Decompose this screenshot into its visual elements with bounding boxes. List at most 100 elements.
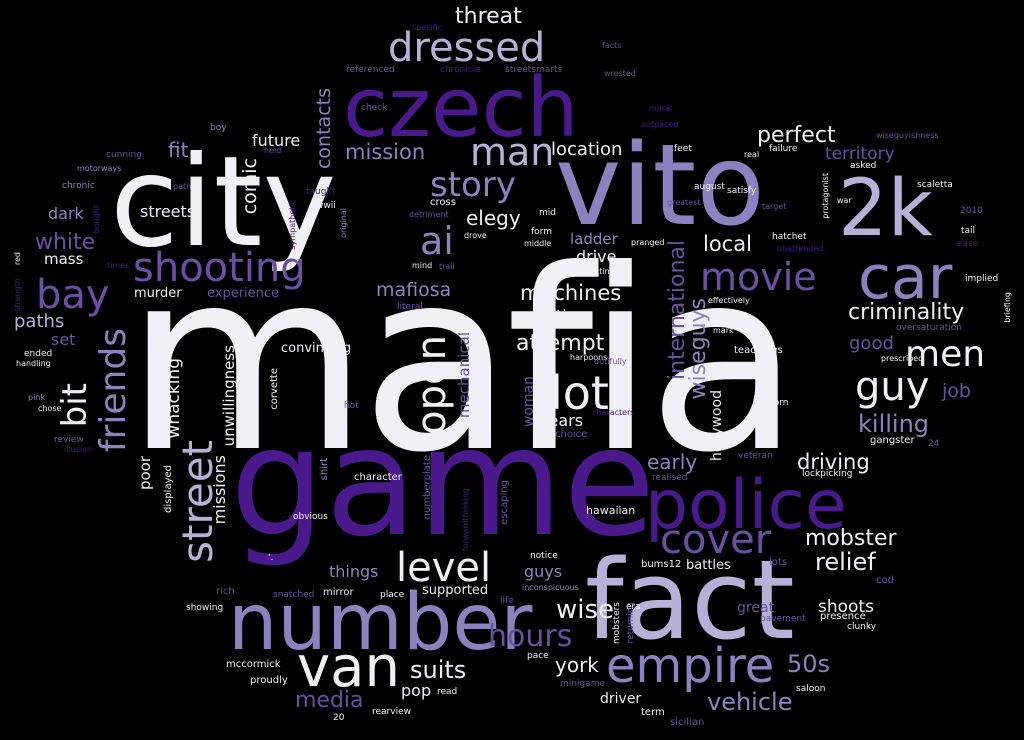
word: wise <box>556 595 615 625</box>
word: asked <box>850 161 877 171</box>
word: fit <box>168 138 189 162</box>
word: ended <box>24 349 53 359</box>
word: perfect <box>757 123 836 148</box>
word: teachings <box>734 345 783 356</box>
word: detriment <box>409 210 449 219</box>
word: boy <box>210 123 227 133</box>
word: 2k <box>838 164 933 254</box>
word: showing <box>186 603 224 613</box>
word: media <box>295 688 364 713</box>
word: mind <box>412 261 433 270</box>
word: level <box>396 545 492 591</box>
word: chronic <box>62 181 95 191</box>
word: real <box>744 150 760 159</box>
word: displayed <box>163 465 174 514</box>
word: comic <box>239 158 261 215</box>
word: convincing <box>281 341 352 356</box>
word: war <box>837 196 852 205</box>
word: satisfy <box>727 186 757 196</box>
word: hatchet <box>772 232 807 242</box>
word: cunning <box>106 150 142 160</box>
word: 2010 <box>960 206 983 216</box>
word: early <box>647 450 698 474</box>
word: york <box>555 653 599 677</box>
word: clunky <box>847 622 877 632</box>
word: forwardthinking <box>461 488 470 552</box>
word: august <box>694 182 725 192</box>
word: bums12 <box>641 559 682 570</box>
word: hollywood <box>709 390 725 461</box>
word: path <box>173 182 192 191</box>
word: game <box>230 396 656 570</box>
word: good <box>849 333 894 354</box>
word: streets <box>140 202 196 221</box>
word: corvette <box>269 368 280 410</box>
word: read <box>437 687 458 697</box>
word: rearview <box>372 707 411 717</box>
word: minigame <box>560 679 606 689</box>
word: wiseguyishness <box>876 131 939 140</box>
word: local <box>703 232 752 256</box>
word: original <box>339 208 348 238</box>
word: territory <box>825 144 895 164</box>
word: city <box>110 130 337 275</box>
word: pink <box>28 393 46 402</box>
word: man <box>470 130 555 174</box>
word: hours <box>488 619 573 654</box>
word: time <box>556 306 593 325</box>
word: wiseguys <box>686 298 711 400</box>
word: chronicle <box>440 65 481 75</box>
word: mass <box>44 250 84 268</box>
word: battles <box>686 558 731 573</box>
word: driver <box>600 691 642 707</box>
word: van <box>297 635 400 700</box>
word: czech <box>343 61 579 156</box>
word: whacking <box>164 358 184 439</box>
word: dark <box>48 204 84 223</box>
word: cod <box>876 575 894 586</box>
word: bought <box>92 205 101 234</box>
word: 24 <box>928 439 940 449</box>
word: implied <box>965 274 999 284</box>
word: years <box>539 411 584 430</box>
word: shirt <box>319 458 330 481</box>
word: lockpicking <box>802 469 853 479</box>
word: great <box>737 600 775 616</box>
word: held <box>264 146 282 155</box>
word: hawaiian <box>586 504 636 517</box>
word: red <box>13 252 22 266</box>
word: chose <box>38 404 62 413</box>
word: contacts <box>313 88 335 170</box>
word: suits <box>410 656 467 684</box>
word: outpaced <box>641 120 679 129</box>
word: protagonist <box>821 173 830 219</box>
word: obvious <box>293 512 328 522</box>
word: ladder <box>570 230 618 248</box>
word: acting <box>590 267 615 276</box>
word: men <box>905 334 986 375</box>
word: sicilian <box>670 717 705 728</box>
word: character <box>354 472 402 483</box>
word: car <box>858 243 953 313</box>
word: scaletta <box>917 180 953 190</box>
word: drive <box>576 247 617 266</box>
word: white <box>35 230 96 255</box>
word: pop <box>401 681 432 700</box>
word: mccormick <box>226 659 281 670</box>
word: mafia <box>125 216 800 507</box>
word: sympathetic <box>288 200 297 250</box>
word: rich <box>216 586 235 597</box>
word: hot <box>344 401 359 411</box>
word: threat <box>455 4 522 29</box>
word: failure <box>769 144 798 154</box>
word: dutifully <box>594 357 627 366</box>
word: ai <box>420 219 454 263</box>
word: proudly <box>250 675 288 686</box>
word: saloon <box>796 684 826 694</box>
word: oversaturation <box>896 323 962 333</box>
word: era <box>626 602 641 612</box>
word: unwillingness <box>220 345 238 447</box>
word: pranged <box>631 238 665 247</box>
word: missions <box>210 455 229 525</box>
word: times <box>107 261 130 270</box>
